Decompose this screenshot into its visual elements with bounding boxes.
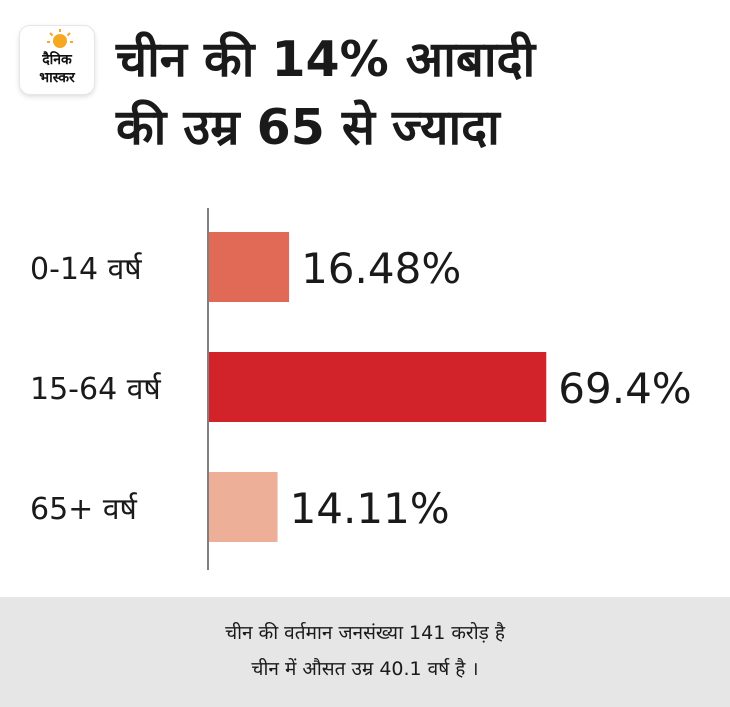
title-line-1: चीन की 14% आबादी bbox=[116, 31, 536, 88]
footer-line-2: चीन में औसत उम्र 40.1 वर्ष है । bbox=[251, 658, 479, 680]
category-label: 65+ वर्ष bbox=[30, 492, 138, 527]
value-label: 16.48% bbox=[301, 244, 461, 293]
bar bbox=[209, 472, 278, 542]
brand-logo: दैनिक भास्कर bbox=[20, 26, 94, 94]
logo-line2: भास्कर bbox=[39, 70, 76, 86]
value-label: 69.4% bbox=[558, 364, 691, 413]
logo-sun-rays bbox=[47, 29, 73, 43]
title-line-2: की उम्र 65 से ज्यादा bbox=[116, 99, 500, 156]
chart-footer-note: चीन की वर्तमान जनसंख्या 141 करोड़ है चीन… bbox=[0, 597, 730, 707]
bar bbox=[209, 232, 290, 302]
value-label: 14.11% bbox=[290, 484, 450, 533]
page-title: चीन की 14% आबादी की उम्र 65 से ज्यादा bbox=[116, 26, 676, 162]
category-label: 0-14 वर्ष bbox=[30, 252, 143, 287]
age-distribution-chart: 0-14 वर्ष 16.48% 15-64 वर्ष 69.4% 65+ वर्ष 14… bbox=[30, 208, 692, 570]
logo-line1: दैनिक bbox=[41, 51, 73, 68]
logo-sun-icon bbox=[53, 34, 67, 48]
category-label: 15-64 वर्ष bbox=[30, 372, 162, 407]
bars-layer: 0-14 वर्ष 16.48% 15-64 वर्ष 69.4% 65+ वर्ष 14… bbox=[30, 232, 692, 542]
footer-line-1: चीन की वर्तमान जनसंख्या 141 करोड़ है bbox=[225, 622, 505, 644]
bar bbox=[209, 352, 547, 422]
